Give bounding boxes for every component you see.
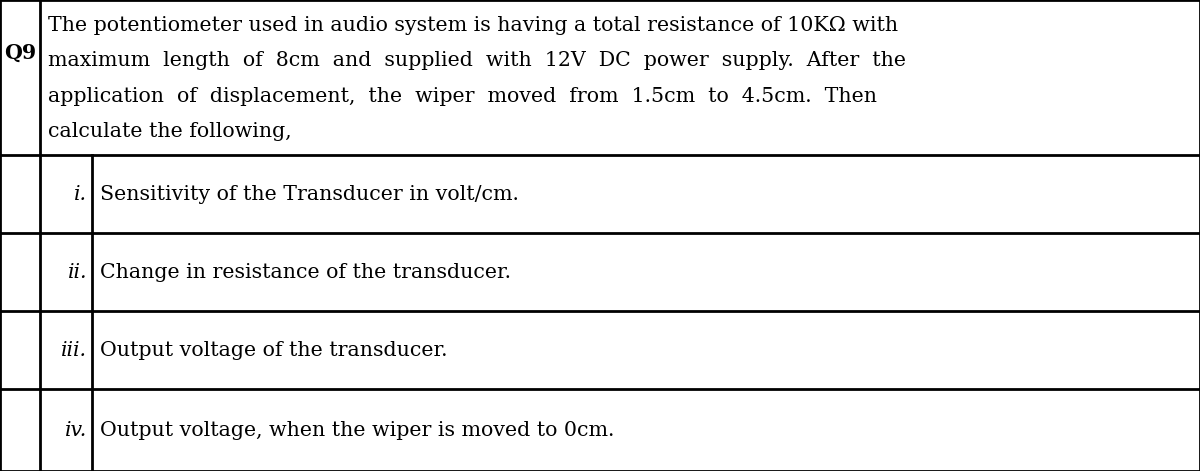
Text: calculate the following,: calculate the following, <box>48 122 292 141</box>
Text: Change in resistance of the transducer.: Change in resistance of the transducer. <box>100 262 511 282</box>
Text: Sensitivity of the Transducer in volt/cm.: Sensitivity of the Transducer in volt/cm… <box>100 185 518 203</box>
Text: application  of  displacement,  the  wiper  moved  from  1.5cm  to  4.5cm.  Then: application of displacement, the wiper m… <box>48 87 877 106</box>
Text: ii.: ii. <box>67 262 88 282</box>
Text: maximum  length  of  8cm  and  supplied  with  12V  DC  power  supply.  After  t: maximum length of 8cm and supplied with … <box>48 51 906 70</box>
Text: Output voltage, when the wiper is moved to 0cm.: Output voltage, when the wiper is moved … <box>100 421 614 439</box>
Text: The potentiometer used in audio system is having a total resistance of 10KΩ with: The potentiometer used in audio system i… <box>48 16 898 35</box>
Text: iii.: iii. <box>61 341 88 359</box>
Text: i.: i. <box>74 185 88 203</box>
Text: Q9: Q9 <box>4 42 36 63</box>
Text: Output voltage of the transducer.: Output voltage of the transducer. <box>100 341 448 359</box>
Text: iv.: iv. <box>65 421 88 439</box>
